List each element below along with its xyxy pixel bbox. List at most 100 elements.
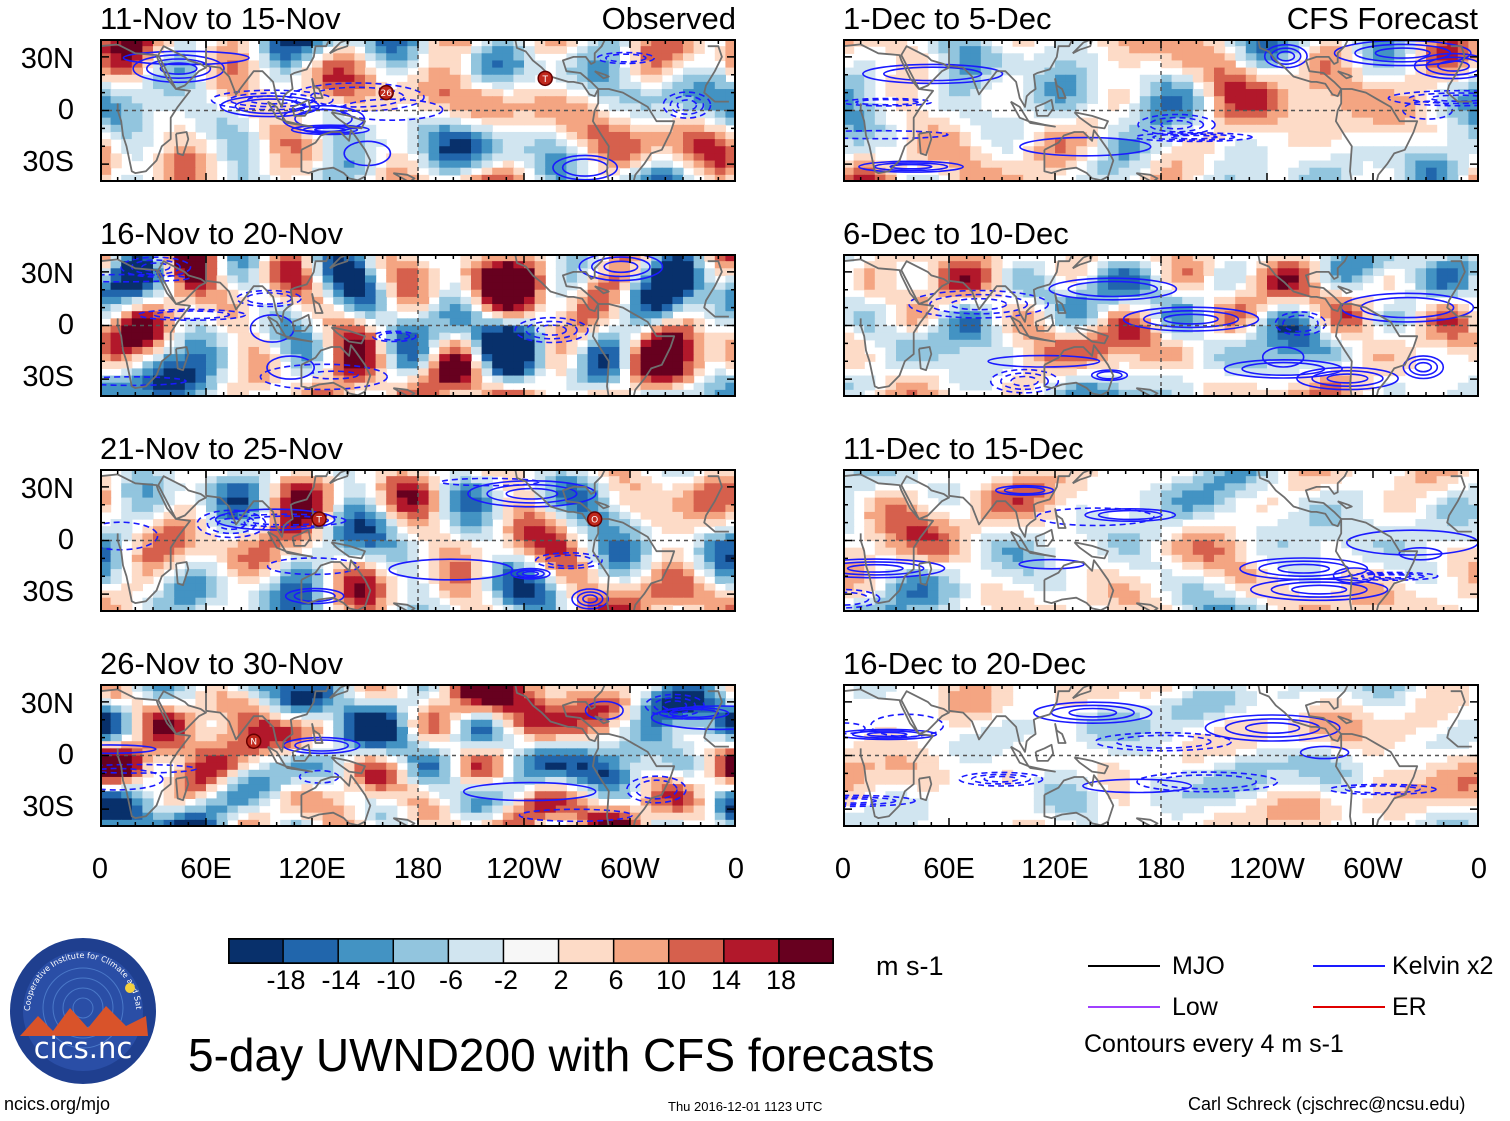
field-cell xyxy=(608,791,620,799)
field-cell xyxy=(460,554,472,563)
field-cell xyxy=(566,81,578,90)
field-cell xyxy=(206,160,218,169)
field-cell xyxy=(131,504,143,513)
field-cell xyxy=(598,53,610,62)
field-cell xyxy=(365,504,377,513)
field-cell xyxy=(174,346,186,355)
field-cell xyxy=(661,561,673,570)
field-cell xyxy=(365,748,377,757)
field-cell xyxy=(661,569,673,577)
field-cell xyxy=(555,776,567,785)
field-cell xyxy=(227,476,239,484)
field-cell xyxy=(100,325,112,334)
field-cell xyxy=(439,339,451,348)
field-cell xyxy=(386,325,398,334)
field-cell xyxy=(248,784,260,792)
field-cell xyxy=(237,318,249,327)
field-cell xyxy=(280,67,292,76)
field-cell xyxy=(534,547,546,556)
field-cell xyxy=(259,791,271,799)
field-cell xyxy=(418,590,430,599)
field-cell xyxy=(343,81,355,90)
field-cell xyxy=(704,561,716,570)
field-cell xyxy=(481,117,493,126)
field-cell xyxy=(524,275,536,284)
field-cell xyxy=(471,497,483,506)
field-cell xyxy=(608,540,620,549)
field-cell xyxy=(534,361,546,369)
field-cell xyxy=(428,389,440,397)
field-cell xyxy=(174,734,186,742)
field-cell xyxy=(534,583,546,592)
field-cell xyxy=(237,39,249,47)
field-cell xyxy=(534,755,546,764)
field-cell xyxy=(492,798,504,807)
field-cell xyxy=(630,476,642,484)
field-cell xyxy=(153,741,165,749)
field-cell xyxy=(661,354,673,362)
field-cell xyxy=(714,124,726,133)
field-cell xyxy=(481,769,493,778)
field-cell xyxy=(333,769,345,778)
field-cell xyxy=(725,254,736,262)
field-cell xyxy=(1267,74,1279,83)
field-cell xyxy=(354,103,366,112)
field-cell xyxy=(428,812,440,821)
field-cell xyxy=(672,74,684,83)
field-cell xyxy=(619,511,631,520)
field-cell xyxy=(333,511,345,520)
field-cell xyxy=(651,275,663,284)
field-cell xyxy=(471,705,483,714)
field-cell xyxy=(492,53,504,62)
field-cell xyxy=(640,483,652,492)
field-cell xyxy=(460,583,472,592)
field-cell xyxy=(534,39,546,47)
field-cell xyxy=(502,325,514,334)
field-cell xyxy=(163,53,175,62)
field-cell xyxy=(460,812,472,821)
field-cell xyxy=(439,368,451,377)
field-cell xyxy=(630,533,642,542)
field-cell xyxy=(693,504,705,513)
field-cell xyxy=(608,776,620,785)
field-cell xyxy=(227,74,239,83)
field-cell xyxy=(587,805,599,814)
field-cell xyxy=(555,139,567,147)
field-cell xyxy=(640,318,652,327)
field-cell xyxy=(100,719,112,728)
anomaly-field xyxy=(100,684,736,827)
field-cell xyxy=(195,497,207,506)
field-cell xyxy=(693,96,705,104)
field-cell xyxy=(534,46,546,54)
field-cell xyxy=(428,561,440,570)
field-cell xyxy=(460,540,472,549)
field-cell xyxy=(163,146,175,154)
field-cell xyxy=(386,153,398,162)
land-outline xyxy=(284,765,313,773)
field-cell xyxy=(608,547,620,556)
field-cell xyxy=(471,318,483,327)
field-cell xyxy=(131,382,143,391)
field-cell xyxy=(142,705,154,714)
field-cell xyxy=(439,375,451,384)
field-cell xyxy=(481,89,493,97)
field-cell xyxy=(566,318,578,327)
field-cell xyxy=(121,368,133,377)
field-cell xyxy=(481,469,493,477)
field-cell xyxy=(418,318,430,327)
field-cell xyxy=(566,569,578,577)
field-cell xyxy=(237,60,249,69)
field-cell xyxy=(269,791,281,799)
field-cell xyxy=(354,490,366,499)
field-cell xyxy=(312,39,324,47)
field-cell xyxy=(269,762,281,771)
field-cell xyxy=(608,81,620,90)
field-cell xyxy=(131,726,143,735)
field-cell xyxy=(1383,60,1395,69)
field-cell xyxy=(577,526,589,534)
kelvin-contour xyxy=(578,254,664,282)
field-cell xyxy=(142,504,154,513)
field-cell xyxy=(608,311,620,319)
field-cell xyxy=(714,89,726,97)
field-cell xyxy=(566,519,578,527)
